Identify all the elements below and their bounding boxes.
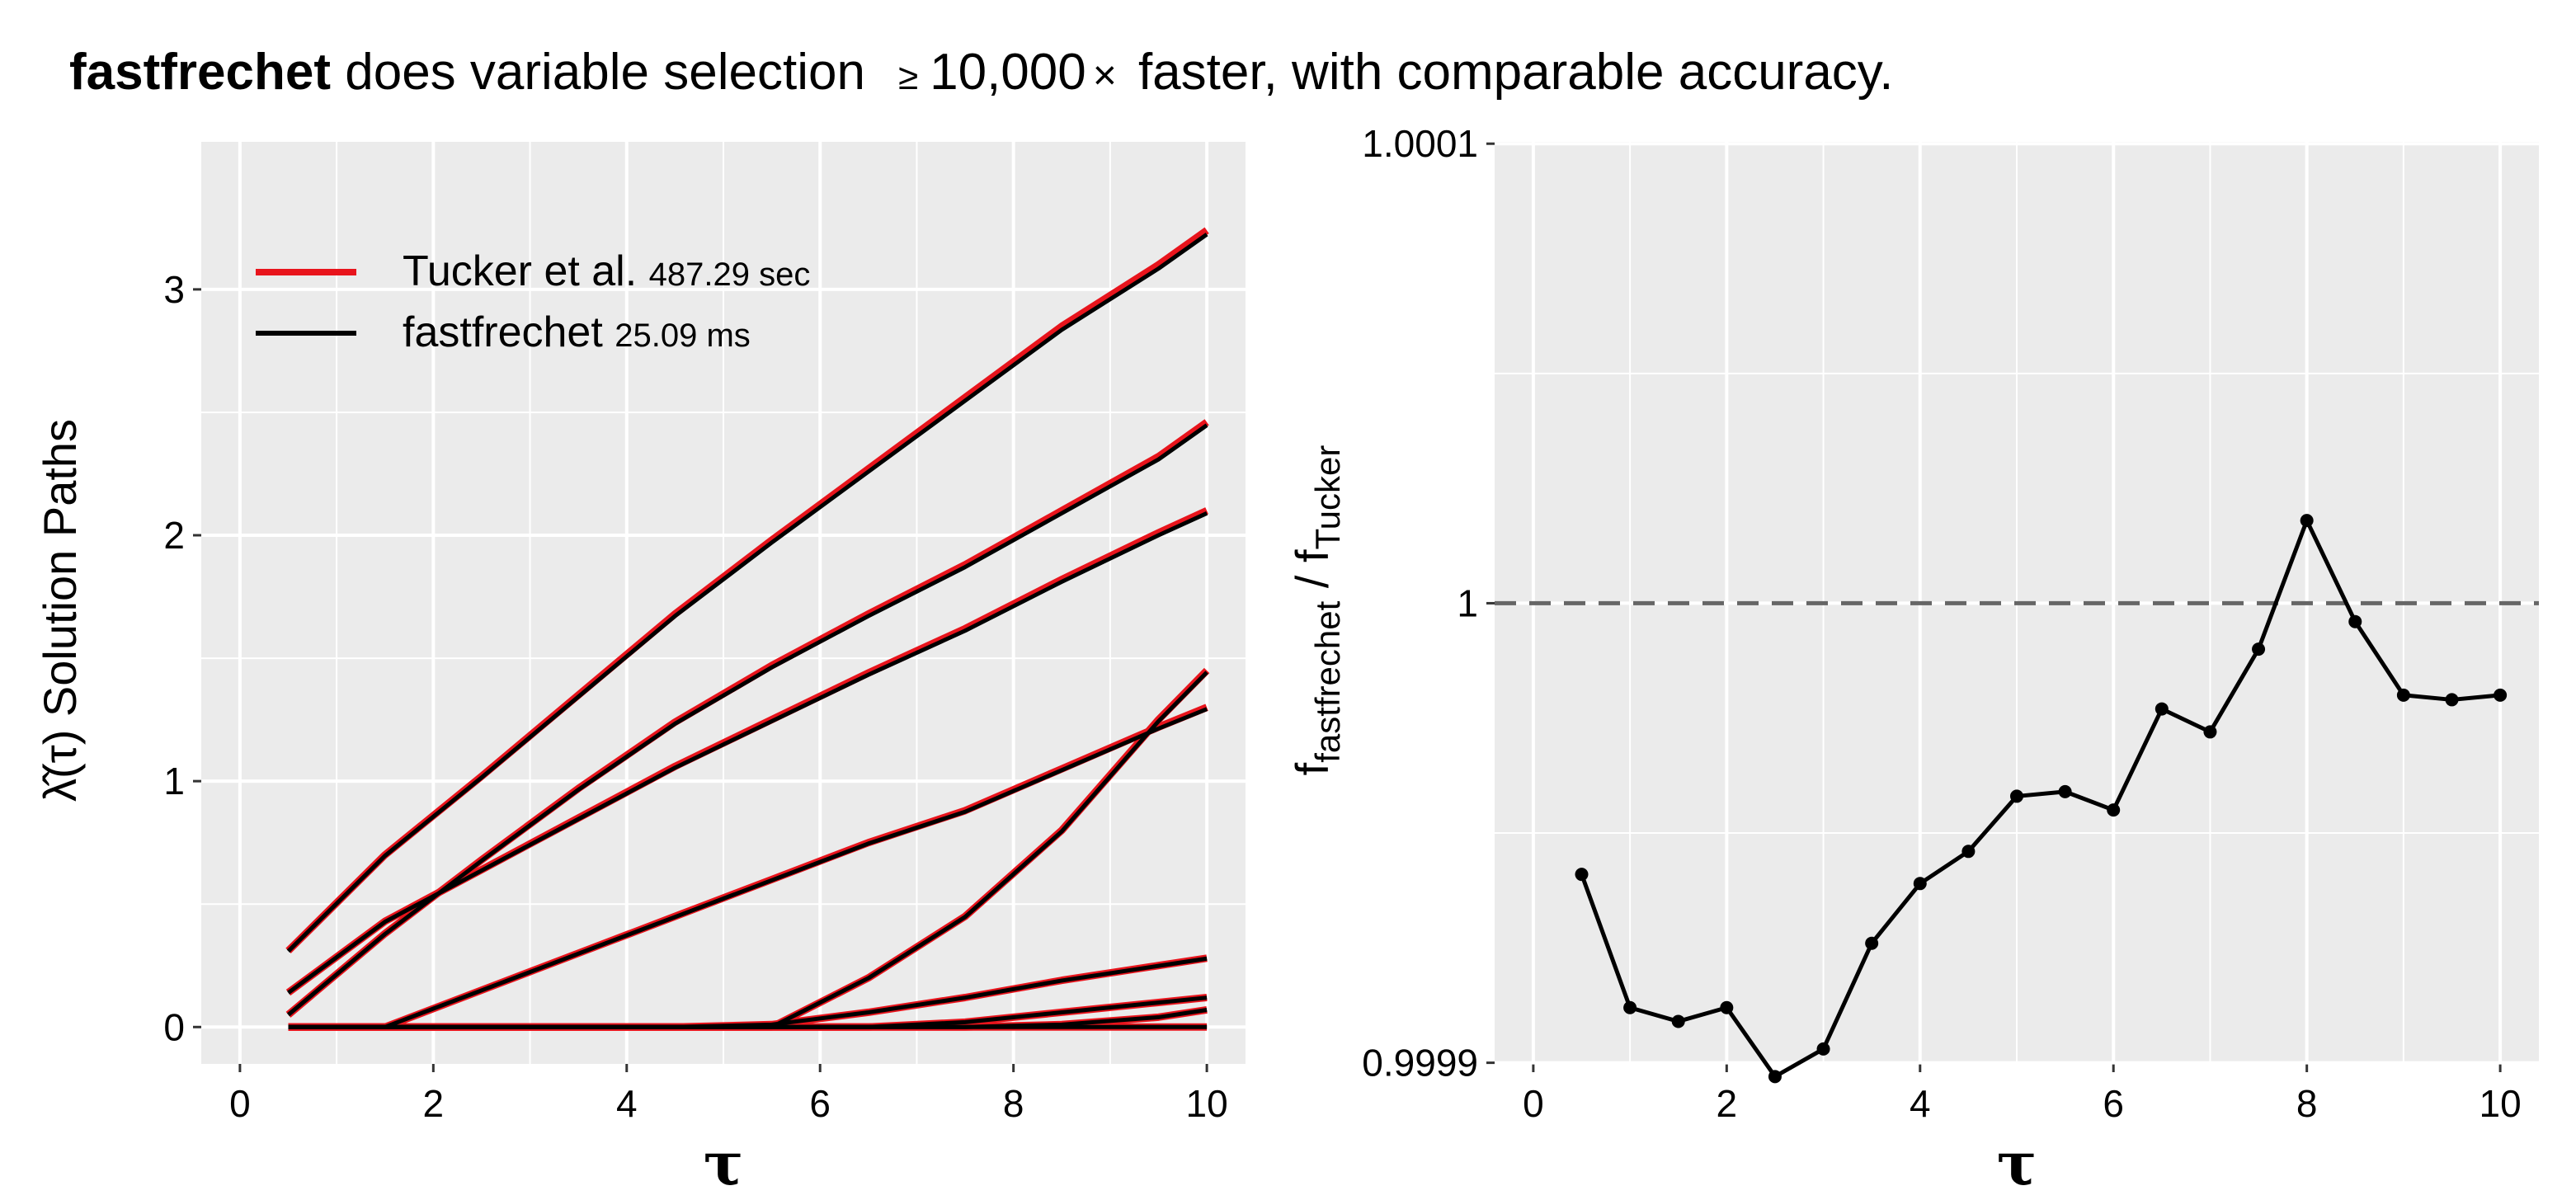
x-tick-label: 8 <box>2296 1082 2318 1125</box>
x-tick-label: 10 <box>2479 1082 2522 1125</box>
x-tick-label: 6 <box>809 1082 831 1125</box>
ratio-data-point <box>1913 877 1927 891</box>
ratio-data-point <box>2494 688 2508 702</box>
title-factor: 10,000 <box>930 44 1086 101</box>
y-tick-label: 2 <box>163 514 185 557</box>
y-tick-label: 1 <box>163 760 185 802</box>
ratio-data-point <box>2396 688 2410 702</box>
right-panel: 0 2 4 6 8 10 0.9999 1 1.0001 τ ffastfrechet / fTuc… <box>1286 122 2539 1198</box>
ratio-data-point <box>1575 868 1589 882</box>
ratio-data-point <box>1865 936 1879 950</box>
x-tick-label: 8 <box>1003 1082 1024 1125</box>
y-tick-label: 0 <box>163 1005 185 1048</box>
x-axis-title: τ <box>704 1128 743 1198</box>
x-tick-label: 0 <box>1523 1082 1544 1125</box>
left-panel: 0 2 4 6 8 10 0 1 2 3 τ Tucker et al. 487.29 sec fast… <box>34 142 1246 1198</box>
ratio-data-point <box>1720 1000 1734 1014</box>
y-tick-label: 1.0001 <box>1362 122 1478 165</box>
ratio-data-point <box>2300 514 2314 528</box>
legend-label-fastfrechet: fastfrechet 25.09 ms <box>403 308 751 356</box>
x-axis-title: τ <box>1997 1128 2037 1198</box>
ratio-data-point <box>1961 845 1976 859</box>
title-bold: fastfrechet <box>69 44 331 101</box>
ratio-series-line <box>1580 518 2501 1079</box>
ratio-data-point <box>2058 784 2072 798</box>
ratio-data-point <box>2445 693 2459 707</box>
y-tick-label: 0.9999 <box>1362 1042 1478 1085</box>
ratio-data-point <box>1816 1042 1830 1056</box>
legend-name-tucker: Tucker et al. <box>403 247 649 295</box>
y-tick-label: 1 <box>1457 581 1478 624</box>
y-axis-title-sub1: fastfrechet <box>1308 600 1347 762</box>
ratio-data-point <box>2348 614 2362 628</box>
y-axis-title-f2: / f <box>1286 549 1338 601</box>
y-tick-label: 3 <box>163 268 185 311</box>
fastfrechet-path-line <box>286 233 1208 953</box>
x-tick-label: 6 <box>2103 1082 2124 1125</box>
x-tick-label: 2 <box>423 1082 445 1125</box>
title-times: × <box>1092 52 1117 98</box>
ratio-data-point <box>2252 642 2266 656</box>
x-tick-label: 10 <box>1186 1082 1228 1125</box>
ratio-data-point <box>1671 1014 1685 1028</box>
x-tick-label: 4 <box>616 1082 638 1125</box>
title-text-2: faster, with comparable accuracy. <box>1137 44 1894 101</box>
title-geq: ≥ <box>897 57 919 97</box>
chart-title: fastfrechet does variable selection ≥10,0… <box>69 43 1893 101</box>
y-axis-title-sub2: Tucker <box>1308 445 1347 550</box>
ratio-data-point <box>2203 725 2217 739</box>
ratio-data-point <box>2155 702 2169 716</box>
legend-time-fastfrechet: 25.09 ms <box>615 318 751 354</box>
fastfrechet-path-line <box>288 707 1208 1029</box>
ratio-data-point <box>1768 1070 1782 1084</box>
y-axis-title-f1: f <box>1286 762 1338 775</box>
ratio-data-point <box>1623 1000 1637 1014</box>
x-tick-label: 2 <box>1717 1082 1738 1125</box>
y-axis-title: λ̂(τ) Solution Paths <box>34 419 86 802</box>
legend-label-tucker: Tucker et al. 487.29 sec <box>403 247 810 295</box>
x-tick-label: 4 <box>1910 1082 1931 1125</box>
fastfrechet-path-line <box>286 423 1208 1017</box>
ratio-data-point <box>2010 789 2023 803</box>
ratio-data-point <box>2107 803 2121 817</box>
title-text-1: does variable selection <box>345 44 865 101</box>
y-axis-title: ffastfrechet / fTucker <box>1286 445 1347 776</box>
legend-name-fastfrechet: fastfrechet <box>403 308 615 356</box>
legend-time-tucker: 487.29 sec <box>649 256 811 293</box>
x-tick-label: 0 <box>229 1082 251 1125</box>
